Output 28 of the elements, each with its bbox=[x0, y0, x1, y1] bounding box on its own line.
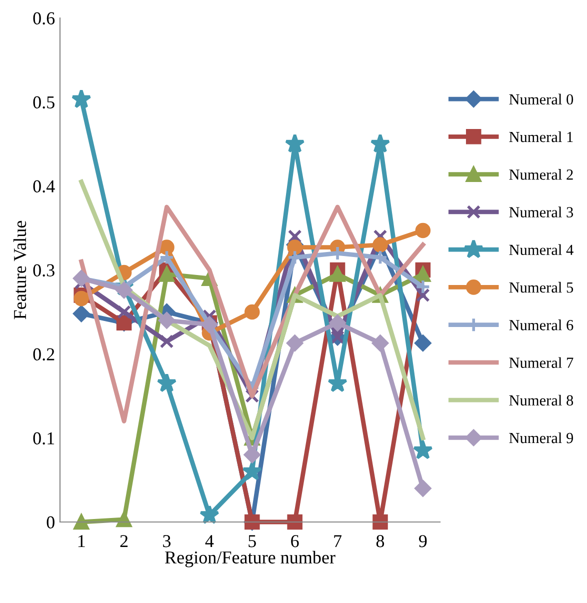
legend-label: Numeral 9 bbox=[509, 432, 574, 444]
x-tick-label: 6 bbox=[291, 535, 299, 548]
legend-label: Numeral 3 bbox=[509, 206, 574, 218]
y-tick-label: 0.6 bbox=[33, 12, 55, 25]
y-tick-label: 0 bbox=[46, 516, 54, 528]
x-tick-label: 9 bbox=[418, 535, 427, 548]
y-axis-title: Feature Value bbox=[13, 220, 26, 320]
y-tick-label: 0.3 bbox=[33, 264, 54, 277]
x-tick-label: 4 bbox=[205, 535, 214, 548]
y-tick-label: 0.1 bbox=[33, 432, 54, 445]
x-tick-label: 5 bbox=[248, 535, 256, 548]
legend-label: Numeral 8 bbox=[509, 394, 574, 406]
legend-label: Numeral 0 bbox=[509, 94, 574, 105]
legend-label: Numeral 4 bbox=[509, 244, 574, 256]
x-tick-label: 8 bbox=[376, 535, 384, 548]
y-tick-label: 0.5 bbox=[33, 96, 54, 109]
y-tick-label: 0.2 bbox=[33, 348, 54, 361]
legend-label: Numeral 6 bbox=[509, 320, 574, 330]
x-tick-label: 3 bbox=[163, 535, 171, 548]
x-tick-label: 7 bbox=[334, 535, 342, 548]
legend-label: Numeral 2 bbox=[509, 169, 573, 180]
y-tick-label: 0.4 bbox=[33, 180, 55, 193]
x-axis-title: Region/Feature number bbox=[165, 550, 336, 568]
x-tick-label: 1 bbox=[78, 535, 85, 548]
x-tick-label: 2 bbox=[120, 535, 128, 548]
legend-label: Numeral 5 bbox=[509, 282, 574, 293]
legend-label: Numeral 1 bbox=[509, 131, 573, 142]
legend-label: Numeral 7 bbox=[509, 357, 574, 368]
